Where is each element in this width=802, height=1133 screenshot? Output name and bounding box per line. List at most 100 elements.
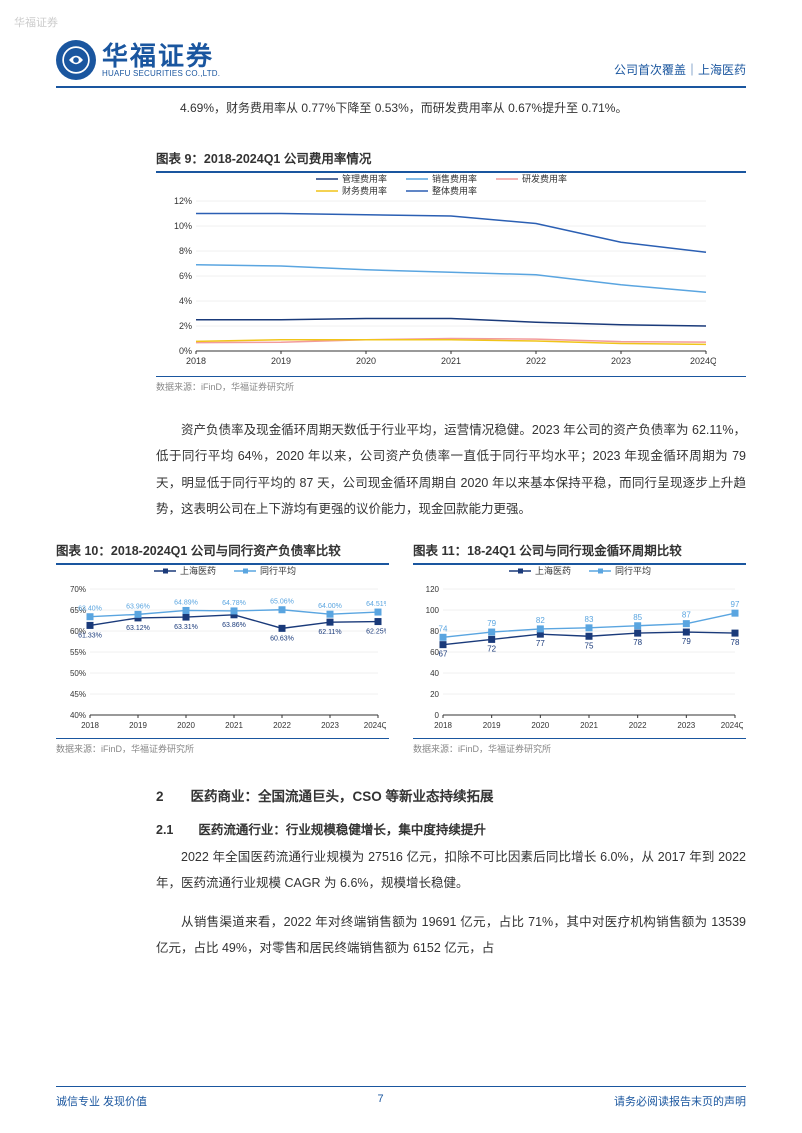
footer-page: 7: [377, 1093, 383, 1109]
svg-text:同行平均: 同行平均: [260, 565, 296, 576]
svg-text:55%: 55%: [70, 648, 86, 657]
svg-text:61.33%: 61.33%: [78, 632, 102, 639]
svg-text:2024Q1: 2024Q1: [721, 721, 743, 730]
svg-text:销售费用率: 销售费用率: [432, 173, 477, 184]
page-header: 华福证券 HUAFU SECURITIES CO.,LTD. 公司首次覆盖｜上海…: [56, 40, 746, 88]
svg-text:85: 85: [633, 613, 642, 622]
svg-text:12%: 12%: [174, 196, 192, 206]
chart10-container: 40%45%50%55%60%65%70%2018201920202021202…: [56, 563, 389, 739]
svg-text:63.12%: 63.12%: [126, 625, 150, 632]
section-2-1-heading: 2.1 医药流通行业：行业规模稳健增长，集中度持续提升: [156, 819, 746, 838]
svg-text:2021: 2021: [225, 721, 243, 730]
svg-text:50%: 50%: [70, 669, 86, 678]
svg-text:2022: 2022: [273, 721, 291, 730]
svg-text:2023: 2023: [611, 356, 631, 366]
svg-text:上海医药: 上海医药: [180, 565, 216, 576]
svg-text:79: 79: [487, 619, 496, 628]
svg-text:79: 79: [682, 637, 691, 646]
chart9-source: 数据来源：iFinD，华福证券研究所: [156, 380, 746, 393]
svg-text:63.96%: 63.96%: [126, 603, 150, 610]
svg-text:2020: 2020: [177, 721, 195, 730]
chart9-svg: 0%2%4%6%8%10%12%201820192020202120222023…: [156, 173, 716, 373]
svg-text:管理费用率: 管理费用率: [342, 173, 387, 184]
svg-text:63.31%: 63.31%: [174, 624, 198, 631]
svg-text:40%: 40%: [70, 711, 86, 720]
svg-text:83: 83: [585, 615, 594, 624]
svg-text:78: 78: [633, 638, 642, 647]
logo-text-en: HUAFU SECURITIES CO.,LTD.: [102, 69, 220, 78]
svg-text:0: 0: [435, 711, 440, 720]
svg-text:2019: 2019: [483, 721, 501, 730]
section-2-heading: 2 医药商业：全国流通巨头，CSO 等新业态持续拓展: [156, 785, 746, 805]
logo-icon: [56, 40, 96, 80]
svg-text:2024Q1: 2024Q1: [364, 721, 386, 730]
svg-text:97: 97: [731, 600, 740, 609]
chart10-source: 数据来源：iFinD，华福证券研究所: [56, 742, 389, 755]
svg-text:0%: 0%: [179, 346, 192, 356]
chart11-container: 0204060801001202018201920202021202220232…: [413, 563, 746, 739]
svg-text:64.89%: 64.89%: [174, 599, 198, 606]
svg-text:20: 20: [430, 690, 439, 699]
svg-text:财务费用率: 财务费用率: [342, 185, 387, 196]
chart9-container: 0%2%4%6%8%10%12%201820192020202120222023…: [156, 171, 746, 377]
svg-text:整体费用率: 整体费用率: [432, 185, 477, 196]
chart11-svg: 0204060801001202018201920202021202220232…: [413, 565, 743, 735]
svg-text:2018: 2018: [434, 721, 452, 730]
svg-text:同行平均: 同行平均: [615, 565, 651, 576]
svg-text:74: 74: [439, 624, 448, 633]
svg-text:40: 40: [430, 669, 439, 678]
chart11-source: 数据来源：iFinD，华福证券研究所: [413, 742, 746, 755]
svg-text:100: 100: [426, 606, 440, 615]
svg-text:60.63%: 60.63%: [270, 635, 294, 642]
svg-text:77: 77: [536, 639, 545, 648]
intro-paragraph: 4.69%，财务费用率从 0.77%下降至 0.53%，而研发费用率从 0.67…: [156, 96, 746, 120]
logo-text-cn: 华福证券: [102, 43, 220, 69]
svg-text:2019: 2019: [271, 356, 291, 366]
svg-text:62.11%: 62.11%: [318, 629, 341, 636]
svg-text:64.00%: 64.00%: [318, 603, 342, 610]
svg-text:2024Q1: 2024Q1: [690, 356, 716, 366]
svg-text:70%: 70%: [70, 585, 86, 594]
svg-text:63.86%: 63.86%: [222, 622, 246, 629]
chart9-title: 图表 9：2018-2024Q1 公司费用率情况: [156, 148, 746, 167]
svg-text:2023: 2023: [321, 721, 339, 730]
svg-text:研发费用率: 研发费用率: [522, 173, 567, 184]
svg-text:2020: 2020: [356, 356, 376, 366]
body-paragraph-1: 资产负债率及现金循环周期天数低于行业平均，运营情况稳健。2023 年公司的资产负…: [156, 417, 746, 522]
svg-text:65.06%: 65.06%: [270, 599, 294, 606]
chart10-svg: 40%45%50%55%60%65%70%2018201920202021202…: [56, 565, 386, 735]
svg-text:2023: 2023: [677, 721, 695, 730]
page-footer: 诚信专业 发现价值 7 请务必阅读报告末页的声明: [56, 1086, 746, 1109]
svg-text:2022: 2022: [629, 721, 647, 730]
header-breadcrumb: 公司首次覆盖｜上海医药: [614, 61, 746, 78]
section-2-1-p2: 从销售渠道来看，2022 年对终端销售额为 19691 亿元，占比 71%，其中…: [156, 909, 746, 962]
svg-text:8%: 8%: [179, 246, 192, 256]
svg-text:67: 67: [439, 650, 448, 659]
svg-text:2019: 2019: [129, 721, 147, 730]
svg-text:78: 78: [731, 638, 740, 647]
svg-text:2020: 2020: [531, 721, 549, 730]
svg-text:2%: 2%: [179, 321, 192, 331]
svg-text:64.78%: 64.78%: [222, 600, 246, 607]
svg-text:2018: 2018: [81, 721, 99, 730]
svg-text:63.40%: 63.40%: [78, 606, 102, 613]
svg-text:82: 82: [536, 616, 545, 625]
watermark: 华福证券: [14, 14, 58, 30]
svg-text:75: 75: [585, 641, 594, 650]
svg-text:2022: 2022: [526, 356, 546, 366]
svg-text:2021: 2021: [441, 356, 461, 366]
svg-text:45%: 45%: [70, 690, 86, 699]
chart10-title: 图表 10：2018-2024Q1 公司与同行资产负债率比较: [56, 540, 389, 559]
svg-text:87: 87: [682, 611, 691, 620]
svg-text:120: 120: [426, 585, 440, 594]
chart11-title: 图表 11：18-24Q1 公司与同行现金循环周期比较: [413, 540, 746, 559]
section-2-1-p1: 2022 年全国医药流通行业规模为 27516 亿元，扣除不可比因素后同比增长 …: [156, 844, 746, 897]
svg-text:64.51%: 64.51%: [366, 601, 386, 608]
svg-text:2018: 2018: [186, 356, 206, 366]
company-logo: 华福证券 HUAFU SECURITIES CO.,LTD.: [56, 40, 220, 80]
footer-right: 请务必阅读报告末页的声明: [614, 1093, 746, 1109]
svg-text:6%: 6%: [179, 271, 192, 281]
svg-text:72: 72: [487, 644, 496, 653]
svg-text:2021: 2021: [580, 721, 598, 730]
svg-text:4%: 4%: [179, 296, 192, 306]
